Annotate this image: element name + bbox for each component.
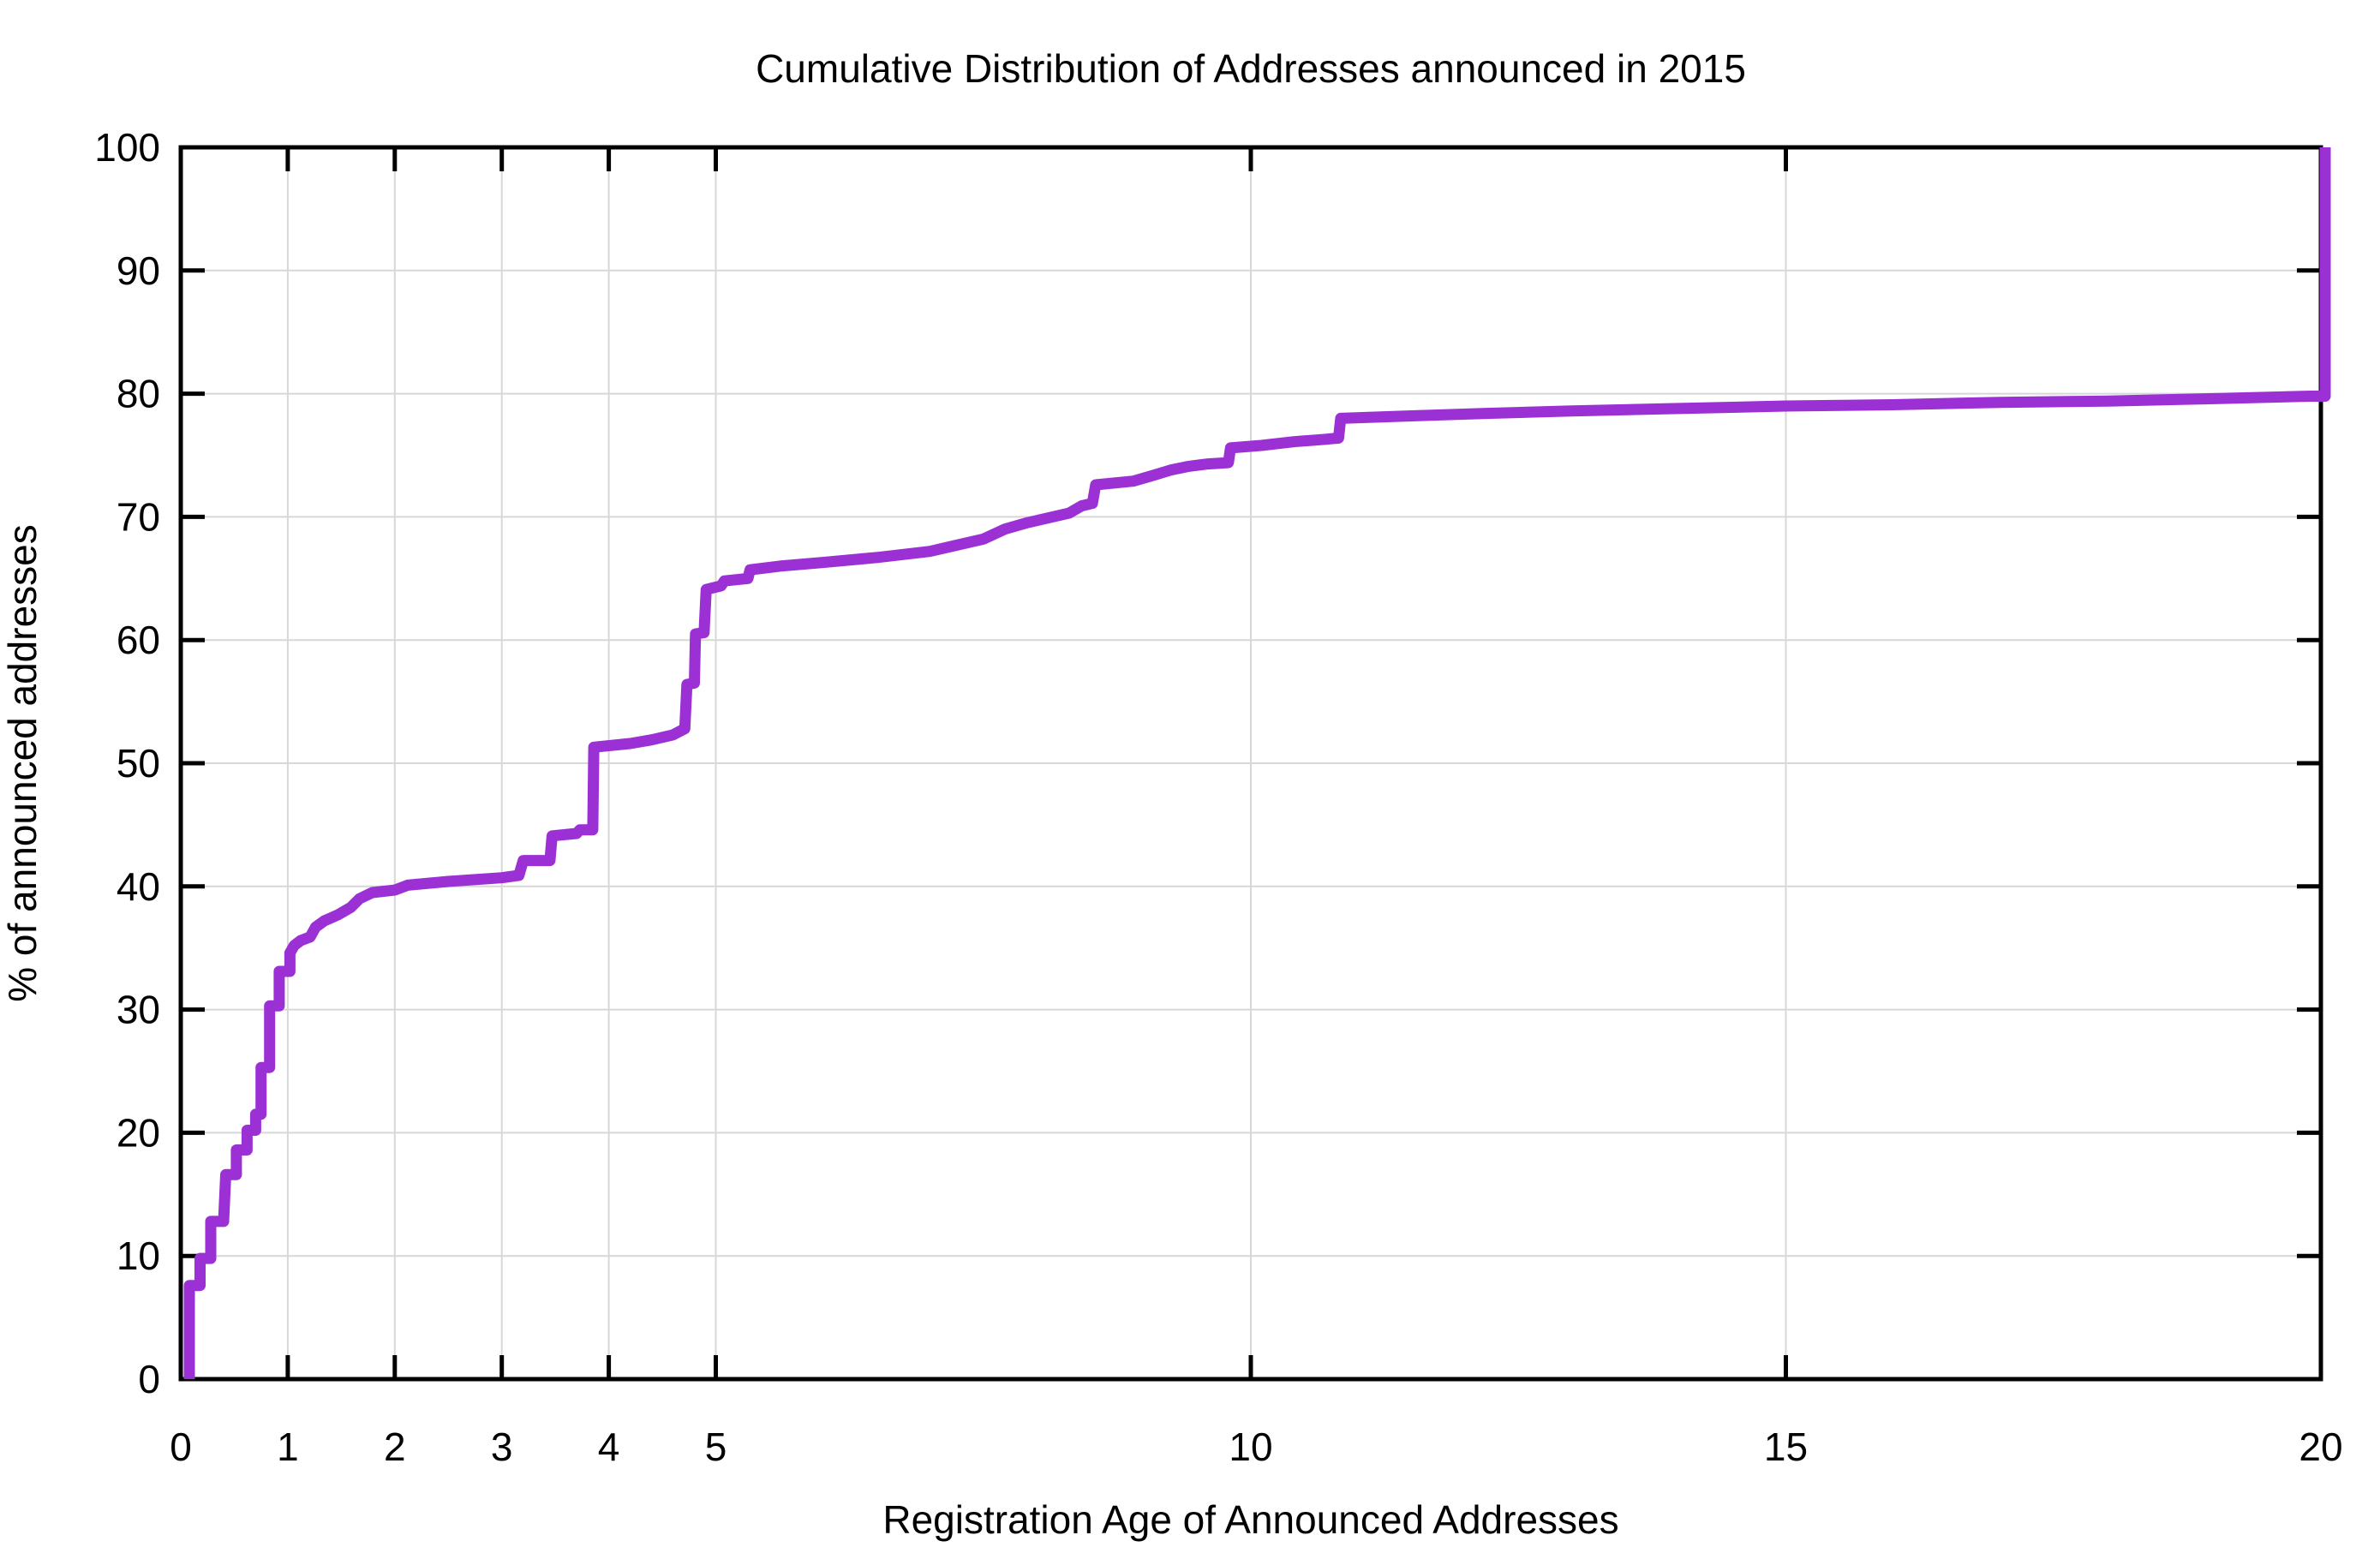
chart-title: Cumulative Distribution of Addresses ann… bbox=[756, 46, 1746, 91]
x-tick-label: 2 bbox=[384, 1425, 406, 1469]
x-axis-title: Registration Age of Announced Addresses bbox=[882, 1497, 1618, 1542]
x-tick-label: 1 bbox=[277, 1425, 299, 1469]
x-tick-label: 20 bbox=[2299, 1425, 2342, 1469]
cdf-curve bbox=[183, 147, 2331, 1379]
y-tick-label: 70 bbox=[117, 494, 160, 539]
y-tick-label: 90 bbox=[117, 248, 160, 293]
x-tick-label: 10 bbox=[1229, 1425, 1272, 1469]
y-tick-label: 20 bbox=[117, 1110, 160, 1155]
x-tick-label: 3 bbox=[491, 1425, 513, 1469]
x-tick-label: 15 bbox=[1764, 1425, 1808, 1469]
y-tick-label: 60 bbox=[117, 618, 160, 662]
y-axis-title: % of announced addresses bbox=[0, 524, 45, 1002]
x-tick-label: 0 bbox=[170, 1425, 192, 1469]
y-tick-label: 40 bbox=[117, 864, 160, 909]
plot-border bbox=[178, 145, 2323, 1382]
x-tick-label: 5 bbox=[705, 1425, 727, 1469]
y-tick-label: 10 bbox=[117, 1233, 160, 1278]
x-tick-label: 4 bbox=[598, 1425, 620, 1469]
y-tick-label: 50 bbox=[117, 741, 160, 785]
y-tick-label: 0 bbox=[138, 1357, 160, 1401]
y-tick-label: 80 bbox=[117, 372, 160, 416]
y-tick-label: 30 bbox=[117, 988, 160, 1032]
y-tick-label: 100 bbox=[94, 125, 160, 170]
